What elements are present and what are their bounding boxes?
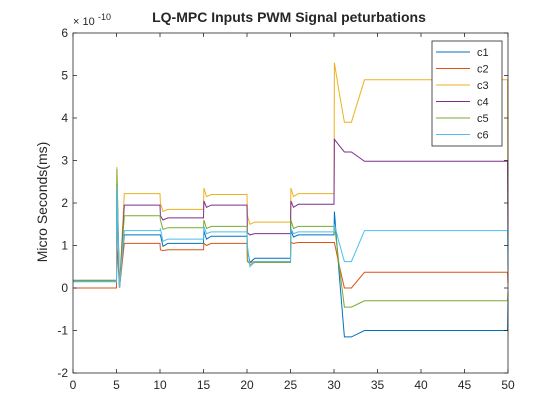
y-tick-label: -2 xyxy=(57,366,68,380)
x-tick-label: 10 xyxy=(153,378,167,392)
axes xyxy=(72,32,509,374)
y-axis-label: Micro Seconds(ms) xyxy=(34,142,50,263)
series-line-c6 xyxy=(73,185,509,289)
y-tick-label: 2 xyxy=(61,196,68,210)
x-tick-label: 5 xyxy=(113,378,120,392)
x-tick-label: 30 xyxy=(327,378,341,392)
x-tick-label: 25 xyxy=(284,378,298,392)
legend-box xyxy=(431,40,503,147)
legend-label-c2: c2 xyxy=(477,64,489,76)
legend-label-c1: c1 xyxy=(477,47,489,59)
series-line-c2 xyxy=(73,241,509,289)
x-tick-label: 20 xyxy=(240,378,254,392)
y-tick-label: 4 xyxy=(61,111,68,125)
legend-label-c3: c3 xyxy=(477,80,489,92)
x-tick-label: 40 xyxy=(414,378,428,392)
exponent-label: × 10 -10 xyxy=(73,12,111,28)
legend: c1 c2 c3 c4 c5 c6 xyxy=(431,40,503,147)
x-tick-label: 50 xyxy=(501,378,515,392)
legend-label-c6: c6 xyxy=(477,130,489,142)
exponent-power: -10 xyxy=(98,12,111,22)
legend-label-c4: c4 xyxy=(477,97,489,109)
x-tick-label: 45 xyxy=(458,378,472,392)
x-tick-label: 0 xyxy=(70,378,77,392)
x-tick-label: 15 xyxy=(197,378,211,392)
y-tick-label: 6 xyxy=(61,26,68,40)
x-tick-label: 35 xyxy=(371,378,385,392)
series-layer xyxy=(73,62,509,338)
chart-title: LQ-MPC Inputs PWM Signal peturbations xyxy=(152,9,426,25)
y-tick-label: 1 xyxy=(61,239,68,253)
legend-label-c5: c5 xyxy=(477,113,489,125)
y-tick-label: 3 xyxy=(61,154,68,168)
y-tick-label: -1 xyxy=(57,324,68,338)
y-tick-label: 0 xyxy=(61,281,68,295)
exponent-base: × 10 xyxy=(73,16,95,28)
series-line-c5 xyxy=(73,168,509,308)
y-tick-label: 5 xyxy=(61,69,68,83)
